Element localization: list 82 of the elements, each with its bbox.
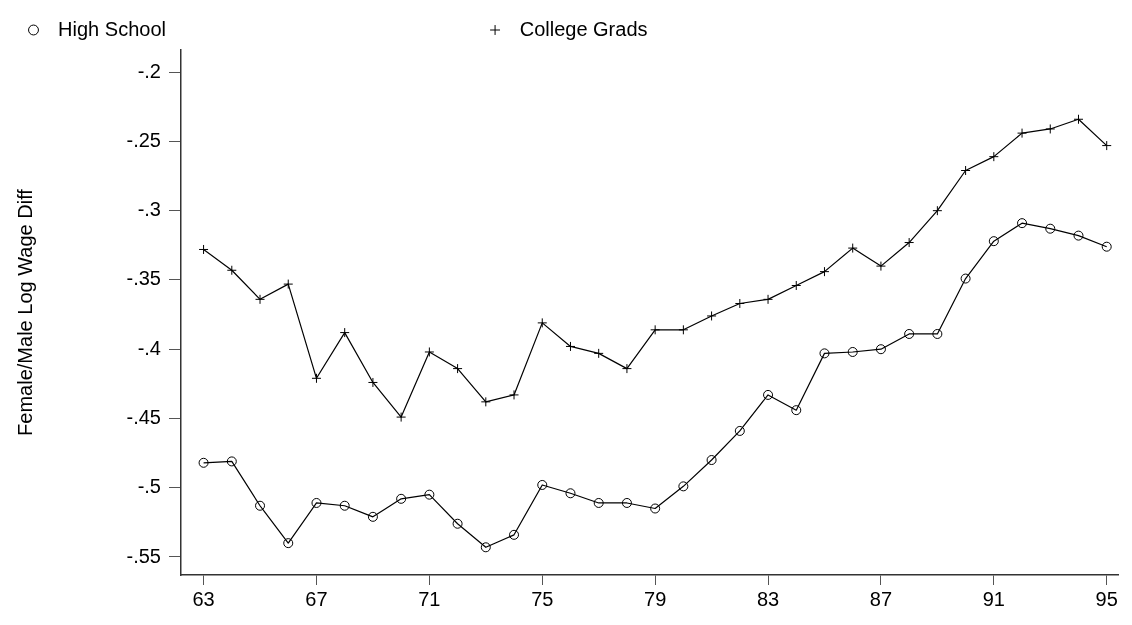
point (198, 244, 209, 255)
point (932, 328, 943, 339)
point (593, 348, 604, 359)
point (226, 456, 237, 467)
point (339, 500, 350, 511)
x-tick-label: 67 (305, 587, 328, 610)
point (424, 489, 435, 500)
point (311, 497, 322, 508)
x-tick-label: 87 (869, 587, 893, 610)
x-tick-label: 63 (192, 587, 215, 610)
point (904, 328, 915, 339)
y-tick-label: -.55 (126, 544, 161, 567)
point (480, 542, 491, 553)
point (988, 236, 999, 247)
point (283, 279, 294, 290)
point (819, 348, 830, 359)
point (1101, 140, 1112, 151)
point (396, 412, 407, 423)
point (650, 324, 661, 335)
point (424, 346, 435, 357)
point (311, 373, 322, 384)
point (847, 243, 858, 254)
y-tick-label: -.35 (126, 267, 161, 290)
point (819, 266, 830, 277)
y-tick-label: -.3 (137, 198, 161, 221)
y-tick-label: -.2 (137, 59, 161, 82)
point (255, 294, 266, 305)
point (226, 265, 237, 276)
point (452, 518, 463, 529)
point (706, 310, 717, 321)
x-tick-label: 75 (531, 587, 554, 610)
point (593, 497, 604, 508)
point (1017, 128, 1028, 139)
point (678, 324, 689, 335)
point (847, 346, 858, 357)
y-axis-title: Female/Male Log Wage Diff (13, 188, 36, 436)
y-tick-label: -.45 (126, 405, 161, 428)
point (904, 237, 915, 248)
point (621, 363, 632, 374)
point (283, 538, 294, 549)
point (537, 317, 548, 328)
point (621, 497, 632, 508)
point (960, 273, 971, 284)
point (734, 425, 745, 436)
x-tick-label: 79 (644, 587, 667, 610)
point (537, 479, 548, 490)
point (932, 205, 943, 216)
x-tick-label: 71 (418, 587, 441, 610)
point (763, 389, 774, 400)
point (1017, 218, 1028, 229)
point (396, 493, 407, 504)
point (650, 503, 661, 514)
point (791, 405, 802, 416)
point (565, 341, 576, 352)
point (875, 261, 886, 272)
point (480, 396, 491, 407)
point (763, 294, 774, 305)
y-tick-label: -.5 (137, 475, 161, 498)
y-tick-label: -.4 (137, 336, 161, 359)
point (255, 500, 266, 511)
point (452, 363, 463, 374)
point (565, 488, 576, 499)
point (509, 389, 520, 400)
point (1073, 230, 1084, 241)
point (367, 511, 378, 522)
legend-label: High School (47, 17, 472, 40)
point (1045, 123, 1056, 134)
point (678, 481, 689, 492)
point (367, 377, 378, 388)
point (706, 455, 717, 466)
point (988, 151, 999, 162)
x-tick-label: 91 (982, 587, 1005, 610)
point (875, 344, 886, 355)
x-tick-label: 83 (756, 587, 780, 610)
point (198, 457, 209, 468)
point (1045, 223, 1056, 234)
point (509, 529, 520, 540)
x-tick-label: 95 (1095, 587, 1118, 610)
point (339, 327, 350, 338)
legend-label: College Grads (508, 17, 954, 40)
y-tick-label: -.25 (126, 128, 161, 151)
point (1101, 241, 1112, 252)
